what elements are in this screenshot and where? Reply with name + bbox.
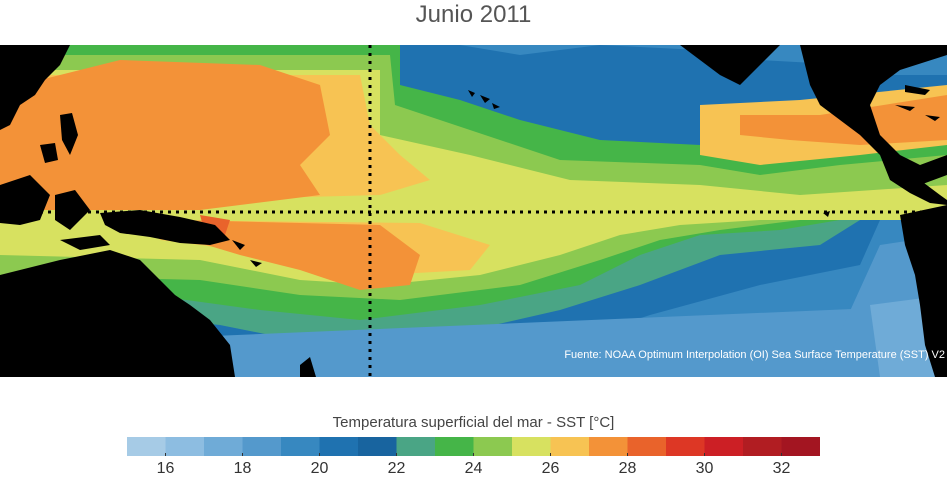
colorbar bbox=[127, 437, 820, 456]
colorbar-segment bbox=[743, 437, 782, 456]
colorbar-segment bbox=[242, 437, 282, 456]
colorbar-segment bbox=[165, 437, 205, 456]
data-source-note: Fuente: NOAA Optimum Interpolation (OI) … bbox=[564, 349, 945, 361]
colorbar-tick-label: 26 bbox=[541, 460, 560, 477]
colorbar-segment bbox=[127, 437, 166, 456]
colorbar-segment bbox=[435, 437, 474, 456]
colorbar-tick-label: 18 bbox=[233, 460, 252, 477]
colorbar-segment bbox=[666, 437, 705, 456]
colorbar-segment bbox=[204, 437, 243, 456]
map-title: Junio 2011 bbox=[415, 1, 532, 28]
reference-grid bbox=[0, 45, 947, 377]
colorbar-segment bbox=[319, 437, 359, 456]
colorbar-tick-label: 32 bbox=[772, 460, 791, 477]
colorbar-segment bbox=[512, 437, 551, 456]
colorbar-tick-label: 30 bbox=[695, 460, 714, 477]
land-masses bbox=[0, 45, 947, 377]
colorbar-segment bbox=[781, 437, 820, 456]
colorbar-tick-label: 22 bbox=[387, 460, 406, 477]
colorbar-ticks: 16 18 20 22 24 26 28 30 32 bbox=[127, 458, 820, 480]
colorbar-tick-label: 16 bbox=[156, 460, 175, 477]
colorbar-segment bbox=[358, 437, 397, 456]
colorbar-segment bbox=[627, 437, 667, 456]
colorbar-tick-label: 20 bbox=[310, 460, 329, 477]
colorbar-title: Temperatura superficial del mar - SST [°… bbox=[332, 414, 615, 431]
colorbar-tick-label: 24 bbox=[464, 460, 483, 477]
colorbar-segment bbox=[281, 437, 320, 456]
sst-map bbox=[0, 45, 947, 377]
colorbar-segment bbox=[473, 437, 513, 456]
colorbar-segment bbox=[704, 437, 744, 456]
colorbar-segment bbox=[396, 437, 436, 456]
colorbar-segment bbox=[550, 437, 590, 456]
colorbar-tick-label: 28 bbox=[618, 460, 637, 477]
ocean-sst-field bbox=[0, 45, 947, 377]
colorbar-segment bbox=[589, 437, 628, 456]
